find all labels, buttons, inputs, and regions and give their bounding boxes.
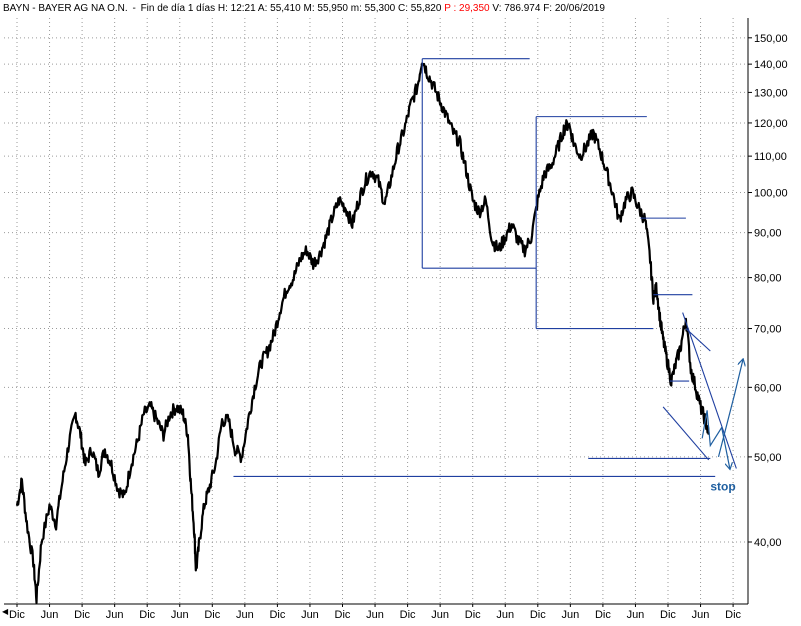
volume-value: V: 786.974 bbox=[492, 3, 541, 14]
projection-arrow bbox=[701, 410, 730, 468]
annotation-line bbox=[685, 328, 711, 352]
y-tick-label: 140,00 bbox=[754, 59, 788, 71]
x-tick-label: Jun bbox=[431, 609, 449, 621]
y-tick-label: 80,00 bbox=[754, 273, 782, 285]
y-tick-label: 60,00 bbox=[754, 382, 782, 394]
price-series bbox=[15, 62, 710, 604]
ticker-name: BAYN - BAYER AG NA O.N. bbox=[3, 3, 128, 14]
y-tick-label: 70,00 bbox=[754, 324, 782, 336]
x-tick-label: Dic bbox=[74, 609, 90, 621]
x-tick-label: Jun bbox=[106, 609, 124, 621]
x-tick-label: Dic bbox=[400, 609, 416, 621]
x-tick-label: Dic bbox=[595, 609, 611, 621]
annotation-line bbox=[662, 406, 710, 461]
x-tick-label: Jun bbox=[41, 609, 59, 621]
high-value: H: 12:21 bbox=[217, 3, 256, 14]
x-tick-label: Dic bbox=[465, 609, 481, 621]
min-value: m: 55,300 bbox=[350, 3, 396, 14]
close-value: C: 55,820 bbox=[398, 3, 442, 14]
x-tick-label: Jun bbox=[366, 609, 384, 621]
stop-label: stop bbox=[710, 479, 735, 493]
x-tick-label: Jun bbox=[301, 609, 319, 621]
y-tick-label: 40,00 bbox=[754, 537, 782, 549]
x-tick-label: Dic bbox=[335, 609, 351, 621]
x-tick-label: Jun bbox=[496, 609, 514, 621]
y-tick-label: 120,00 bbox=[754, 118, 788, 130]
period-label: Fin de día 1 días bbox=[140, 3, 216, 14]
date-value: F: 20/06/2019 bbox=[543, 3, 605, 14]
y-tick-label: 50,00 bbox=[754, 452, 782, 464]
scroll-left-icon[interactable]: ◀ bbox=[2, 607, 9, 616]
ask-value: A: 55,410 bbox=[257, 3, 301, 14]
x-tick-label: Jun bbox=[171, 609, 189, 621]
x-tick-label: Dic bbox=[660, 609, 676, 621]
separator: - bbox=[132, 3, 136, 14]
x-tick-label: Jun bbox=[692, 609, 710, 621]
annotation-line bbox=[682, 312, 737, 469]
x-tick-label: Dic bbox=[9, 609, 25, 621]
chart-header: BAYN - BAYER AG NA O.N. - Fin de día 1 d… bbox=[3, 2, 749, 16]
x-tick-label: Jun bbox=[561, 609, 579, 621]
x-tick-label: Jun bbox=[236, 609, 254, 621]
percent-value: P : 29,350 bbox=[444, 3, 490, 14]
projection-arrow bbox=[717, 360, 743, 458]
y-tick-label: 130,00 bbox=[754, 87, 788, 99]
x-tick-label: Dic bbox=[269, 609, 285, 621]
y-tick-label: 150,00 bbox=[754, 33, 788, 45]
axes: 150,00 140,00 130,00 120,00 110,00 100,00 90,0… bbox=[4, 18, 788, 621]
y-tick-label: 90,00 bbox=[754, 228, 782, 240]
price-line bbox=[15, 62, 710, 604]
x-tick-label: Dic bbox=[530, 609, 546, 621]
x-tick-label: Dic bbox=[139, 609, 155, 621]
y-tick-label: 100,00 bbox=[754, 187, 788, 199]
y-tick-label: 110,00 bbox=[754, 151, 787, 163]
annotations: stop bbox=[233, 58, 743, 493]
x-tick-label: Dic bbox=[725, 609, 741, 621]
x-tick-label: Dic bbox=[204, 609, 220, 621]
x-tick-label: Jun bbox=[627, 609, 645, 621]
max-value: M: 55,950 bbox=[303, 3, 348, 14]
